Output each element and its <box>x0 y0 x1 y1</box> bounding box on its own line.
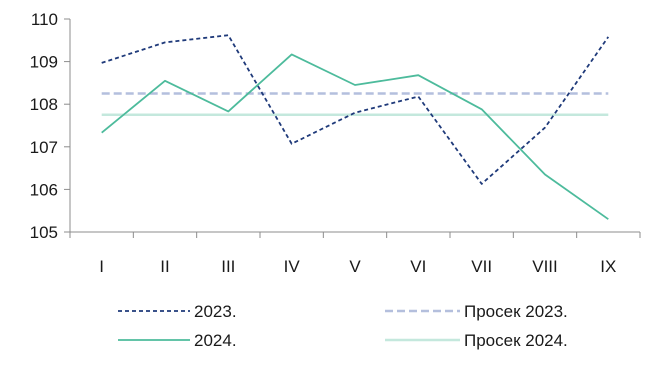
legend-label-2024: 2024. <box>194 331 237 350</box>
x-tick-label: IX <box>600 257 616 276</box>
y-tick-label: 105 <box>30 223 58 242</box>
y-tick-label: 108 <box>30 95 58 114</box>
x-tick-label: II <box>160 257 169 276</box>
legend-label-2023: 2023. <box>194 302 237 321</box>
y-tick-label: 110 <box>31 10 58 29</box>
x-tick-label: VII <box>471 257 492 276</box>
series-lines <box>101 34 610 220</box>
legend: 2023. 2024. Просек 2023. Просек 2024. <box>118 302 568 350</box>
x-tick-label: VI <box>410 257 426 276</box>
x-tick-label: I <box>99 257 104 276</box>
y-tick-label: 109 <box>30 53 58 72</box>
y-axis: 105 106 107 108 109 110 <box>30 10 71 242</box>
series-line-2024 <box>101 53 609 220</box>
x-tick-label: III <box>221 257 235 276</box>
y-tick-label: 107 <box>30 138 58 157</box>
series-line-2023 <box>101 34 610 185</box>
legend-label-просек-2024: Просек 2024. <box>464 331 568 350</box>
legend-label-просек-2023: Просек 2023. <box>464 302 568 321</box>
x-axis: I II III IV V VI VII VIII IX <box>69 231 641 276</box>
x-tick-label: VIII <box>532 257 558 276</box>
x-tick-label: IV <box>284 257 301 276</box>
x-tick-label: V <box>349 257 361 276</box>
y-tick-label: 106 <box>30 180 58 199</box>
